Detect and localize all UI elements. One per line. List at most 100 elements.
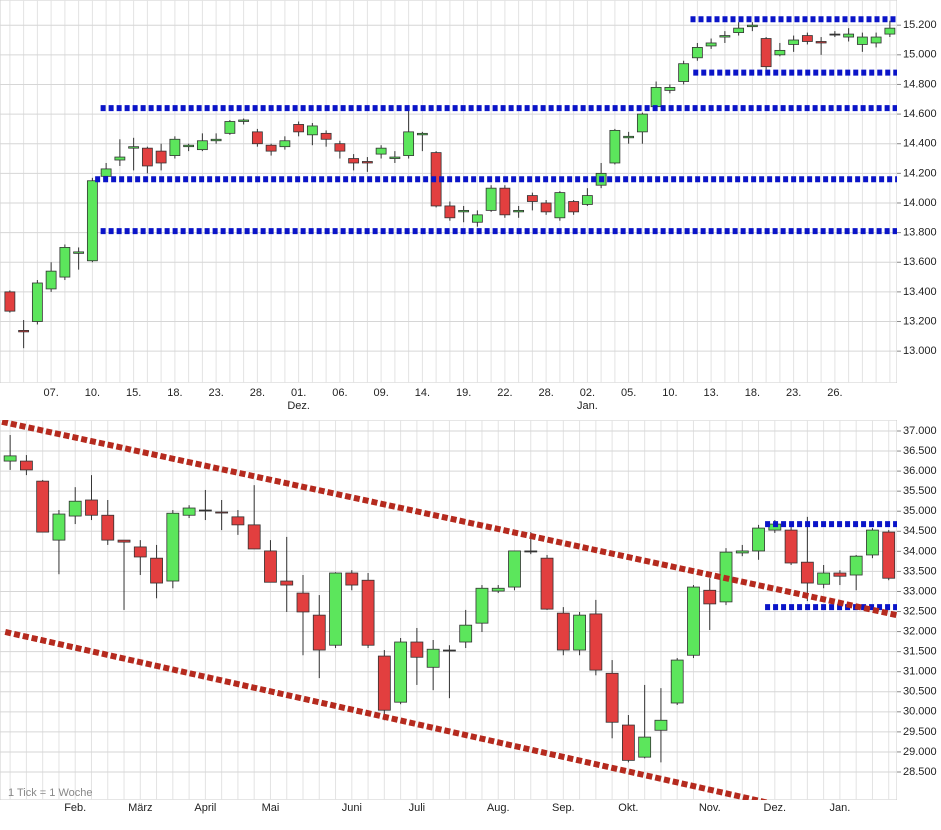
candle-body xyxy=(856,36,868,45)
candle-body xyxy=(556,612,570,651)
candle-body xyxy=(491,587,505,592)
candle-body xyxy=(829,33,841,36)
y-tick-label: 14.000 xyxy=(903,197,937,209)
candle-body xyxy=(670,659,684,704)
x-tick-label: Feb. xyxy=(64,802,86,814)
candle-body xyxy=(306,125,318,136)
candle-body xyxy=(788,39,800,45)
candle-body xyxy=(4,291,16,312)
plot-area xyxy=(0,420,897,800)
y-tick-label: 30.000 xyxy=(903,706,937,718)
x-tick-label: 09. xyxy=(373,387,388,399)
candle-body xyxy=(265,144,277,152)
y-tick-label: 29.000 xyxy=(903,746,937,758)
candle-body xyxy=(329,572,342,646)
candle-body xyxy=(334,143,346,152)
y-tick-label: 29.500 xyxy=(903,726,937,738)
y-tick-label: 14.600 xyxy=(903,108,937,120)
candle-body xyxy=(100,168,112,177)
candle-body xyxy=(801,35,813,42)
candle-body xyxy=(133,546,147,558)
y-tick-label: 32.000 xyxy=(903,625,937,637)
candle-body xyxy=(141,147,153,167)
x-tick-label: 05. xyxy=(621,387,636,399)
candle-body xyxy=(183,144,195,148)
candle-body xyxy=(623,135,635,139)
candle-body xyxy=(117,539,131,543)
candle-body xyxy=(485,187,497,211)
candle-body xyxy=(3,455,17,462)
y-tick-label: 13.600 xyxy=(903,256,937,268)
trend-line xyxy=(4,629,770,800)
candle-body xyxy=(114,156,126,161)
candle-body xyxy=(589,613,603,671)
candle-body xyxy=(59,247,71,278)
candle-body xyxy=(36,480,50,533)
candle-body xyxy=(609,129,621,164)
x-tick-label: Aug. xyxy=(487,802,510,814)
candle-body xyxy=(166,512,180,582)
candle-body xyxy=(870,36,882,44)
y-tick-label: 28.500 xyxy=(903,766,937,778)
candle-body xyxy=(664,87,676,91)
panel xyxy=(0,0,897,383)
x-tick-label: 02. xyxy=(580,387,595,399)
candle-body xyxy=(247,524,261,550)
candle-body xyxy=(573,614,586,651)
candle-body xyxy=(231,516,245,526)
y-tick-label: 31.000 xyxy=(903,666,937,678)
x-tick-label: Dez. xyxy=(764,802,787,814)
candle-body xyxy=(312,614,326,651)
candle-body xyxy=(375,147,387,155)
candle-body xyxy=(833,572,847,577)
candle-body xyxy=(20,460,33,471)
candle-body xyxy=(101,514,115,541)
candle-body xyxy=(735,550,749,554)
y-tick-label: 13.000 xyxy=(903,345,937,357)
x-tick-label: 07. xyxy=(43,387,58,399)
x-tick-label: 19. xyxy=(456,387,471,399)
y-tick-label: 13.800 xyxy=(903,227,937,239)
candle-body xyxy=(691,47,703,59)
y-tick-label: 33.500 xyxy=(903,565,937,577)
candle-body xyxy=(444,205,456,219)
candle-body xyxy=(884,27,896,35)
candle-body xyxy=(508,550,521,588)
candle-body xyxy=(238,119,250,122)
candle-body xyxy=(568,201,580,213)
y-tick-label: 32.500 xyxy=(903,605,937,617)
candle-body xyxy=(540,202,552,213)
candle-body xyxy=(251,131,263,145)
candle-body xyxy=(410,641,424,658)
candle-body xyxy=(361,161,373,164)
y-tick-label: 34.000 xyxy=(903,545,937,557)
x-tick-label: 10. xyxy=(662,387,677,399)
candle-body xyxy=(224,121,236,134)
candle-body xyxy=(45,270,57,290)
candle-body xyxy=(345,572,359,586)
candle-body xyxy=(752,527,765,552)
candle-body xyxy=(169,138,181,156)
y-tick-label: 14.800 xyxy=(903,78,937,90)
candle-body xyxy=(475,587,489,624)
y-tick-label: 13.200 xyxy=(903,315,937,327)
candle-body xyxy=(760,38,772,68)
candle-body xyxy=(458,209,470,213)
candle-body xyxy=(703,589,717,605)
candle-body xyxy=(774,49,786,56)
x-tick-label: Mai xyxy=(262,802,280,814)
y-tick-label: 33.000 xyxy=(903,585,937,597)
candle-body xyxy=(18,330,30,333)
candle-body xyxy=(73,251,85,254)
candle-body xyxy=(650,87,662,108)
y-tick-label: 14.400 xyxy=(903,138,937,150)
candle-body xyxy=(128,146,140,149)
candle-body xyxy=(182,507,196,516)
candle-body xyxy=(215,511,229,514)
candle-body xyxy=(279,140,291,148)
candle-body xyxy=(426,648,440,668)
x-tick-label: 28. xyxy=(250,387,265,399)
x-tick-label: 10. xyxy=(85,387,100,399)
candle-body xyxy=(85,499,98,516)
